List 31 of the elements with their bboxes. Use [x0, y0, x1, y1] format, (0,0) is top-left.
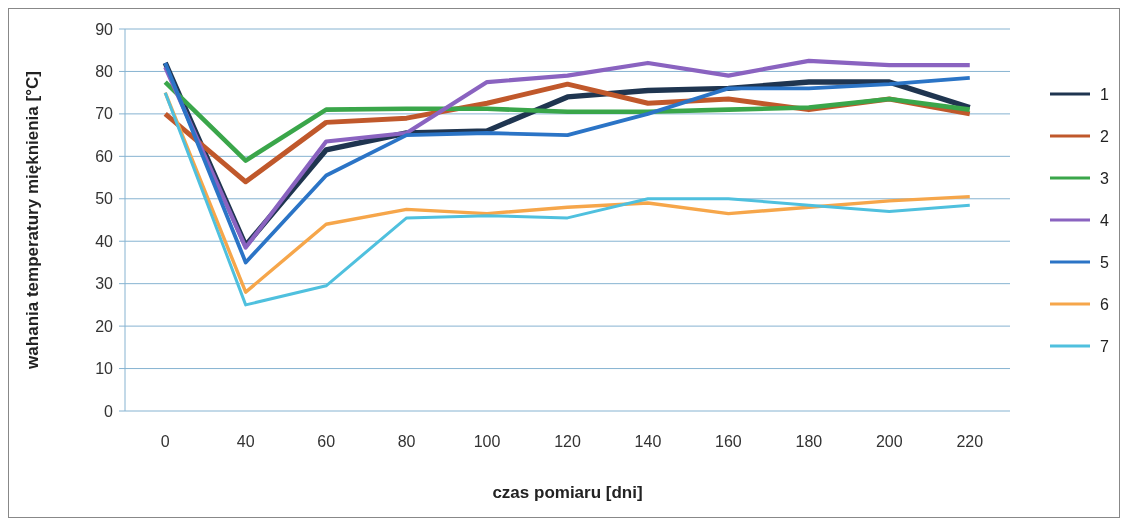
y-tick-label: 80: [95, 63, 114, 81]
x-axis-title: czas pomiaru [dni]: [492, 483, 643, 502]
y-tick-label: 70: [95, 105, 114, 123]
legend-label: 2: [1100, 127, 1109, 145]
line-series: [162, 79, 973, 163]
x-tick-label: 160: [715, 433, 742, 450]
x-tick-label: 120: [554, 433, 581, 450]
legend-label: 6: [1100, 295, 1109, 313]
x-tick-label: 40: [236, 433, 255, 450]
x-tick-label: 140: [634, 433, 662, 450]
x-tick-label: 220: [956, 433, 984, 450]
legend-label: 1: [1100, 85, 1109, 103]
y-tick-label: 20: [95, 317, 114, 335]
legend-label: 3: [1100, 169, 1109, 187]
y-tick-label: 90: [95, 20, 114, 38]
x-tick-label: 0: [160, 433, 170, 450]
legend-label: 5: [1100, 253, 1109, 271]
y-axis-title: wahania temperatury mięknienia [°C]: [23, 71, 42, 370]
y-tick-label: 0: [104, 402, 114, 420]
y-tick-label: 30: [95, 275, 114, 293]
x-tick-label: 100: [473, 433, 501, 450]
y-tick-label: 10: [95, 360, 114, 378]
x-tick-label: 60: [317, 433, 336, 450]
x-tick-label: 180: [795, 433, 823, 450]
y-tick-label: 50: [95, 190, 114, 208]
x-tick-label: 80: [397, 433, 416, 450]
legend-label: 7: [1100, 337, 1109, 355]
y-tick-label: 60: [95, 147, 114, 165]
y-tick-label: 40: [95, 232, 114, 250]
x-tick-label: 200: [875, 433, 903, 450]
legend-label: 4: [1100, 211, 1109, 229]
